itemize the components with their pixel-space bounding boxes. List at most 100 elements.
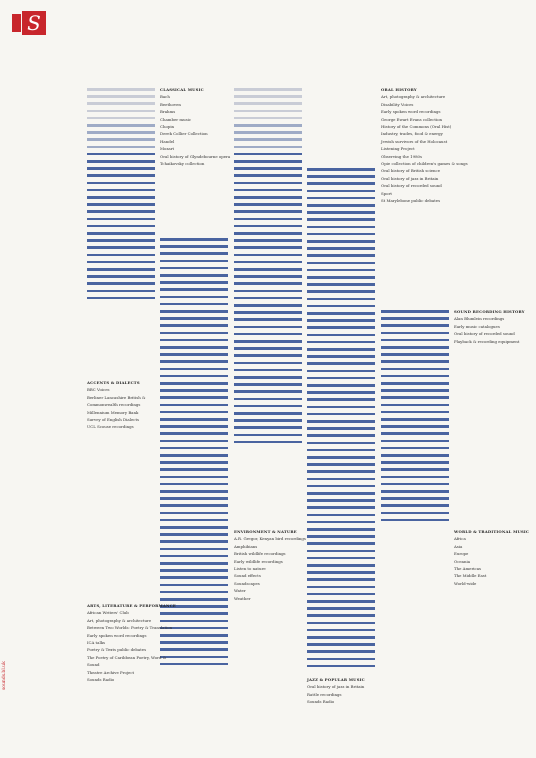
stripe [234, 289, 302, 293]
stripe [160, 439, 228, 443]
stripe [307, 549, 375, 553]
stripe [160, 490, 228, 493]
stripe [381, 403, 449, 407]
stripe [381, 461, 449, 464]
stripe [234, 419, 302, 422]
section-title: JAZZ & POPULAR MUSIC [307, 677, 365, 682]
stripe [307, 283, 375, 286]
stripe [307, 592, 375, 596]
stripe [307, 348, 375, 351]
stripe [160, 533, 228, 536]
stripe [307, 268, 375, 272]
stripe [307, 628, 375, 632]
stripe [381, 374, 449, 378]
stripe [307, 398, 375, 401]
stripe [160, 598, 228, 601]
stripe [160, 641, 228, 644]
section-item: Chopin [160, 124, 175, 130]
stripe [307, 463, 375, 466]
stripe [307, 240, 375, 243]
stripe [160, 374, 228, 378]
stripe [234, 167, 302, 170]
section-item: Art, photography & architecture [381, 94, 446, 100]
stripe [160, 619, 228, 623]
stripe [234, 325, 302, 329]
stripe [234, 426, 302, 429]
stripe [307, 434, 375, 437]
stripe [381, 482, 449, 486]
stripe [87, 167, 155, 170]
stripe [87, 282, 155, 285]
section-item: History of the Commons (Oral Hist) [381, 124, 452, 130]
stripe [234, 260, 302, 264]
section-title: ORAL HISTORY [381, 87, 417, 92]
stripe [307, 657, 375, 661]
stripe [160, 353, 228, 356]
stripe [160, 259, 228, 263]
stripe [87, 181, 155, 185]
stripe [307, 607, 375, 610]
stripe [160, 302, 228, 306]
stripe [234, 131, 302, 134]
stripe [234, 412, 302, 415]
stripe [381, 338, 449, 342]
stripe [307, 571, 375, 574]
stripe [307, 506, 375, 509]
section-item: Listening Project [381, 146, 415, 152]
stripe [87, 210, 155, 213]
stripe [160, 360, 228, 363]
section-item: Amphibians [234, 543, 258, 549]
stripe [307, 196, 375, 200]
stripe [160, 281, 228, 284]
stripe [381, 446, 449, 450]
section-item: Derek Collier Collection [160, 131, 208, 137]
stripe [381, 497, 449, 500]
stripe [307, 643, 375, 646]
stripe [307, 312, 375, 315]
stripe [307, 225, 375, 229]
stripe [87, 203, 155, 206]
stripe [234, 145, 302, 149]
stripe [87, 95, 155, 98]
stripe [307, 542, 375, 545]
stripe [307, 254, 375, 257]
stripe [307, 470, 375, 473]
stripe [87, 289, 155, 293]
stripe [307, 477, 375, 481]
stripe [160, 367, 228, 371]
section-item: Africa [454, 536, 466, 542]
stripe [160, 454, 228, 457]
stripe [307, 441, 375, 445]
stripe [160, 482, 228, 486]
stripe [160, 324, 228, 327]
stripe [160, 245, 228, 248]
stripe [234, 196, 302, 199]
section-item: Commonwealth recordings [87, 402, 141, 408]
section-item: Sport [381, 190, 392, 196]
stripe [307, 456, 375, 459]
stripe [87, 88, 155, 91]
stripe [307, 600, 375, 603]
stripe [307, 556, 375, 560]
section-item: Handel [160, 138, 175, 144]
stripe [234, 95, 302, 98]
stripe [381, 468, 449, 471]
stripe [87, 174, 155, 177]
section-item: Disability Voices [381, 101, 414, 107]
stripe [234, 440, 302, 444]
stripe [307, 384, 375, 387]
section: ORAL HISTORY Art, photography & architect… [381, 86, 468, 205]
stripe [307, 578, 375, 581]
section-item: Oral history of recorded sound [381, 183, 442, 189]
section-item: African Writers' Club [87, 610, 129, 616]
stripe [307, 362, 375, 365]
section-item: Early wildlife recordings [234, 558, 283, 564]
stripe [307, 211, 375, 214]
stripe [381, 425, 449, 428]
stripe [87, 217, 155, 221]
stripe [160, 432, 228, 435]
stripe [87, 102, 155, 105]
stripe [307, 319, 375, 322]
stripe [307, 261, 375, 265]
stripe [234, 88, 302, 91]
